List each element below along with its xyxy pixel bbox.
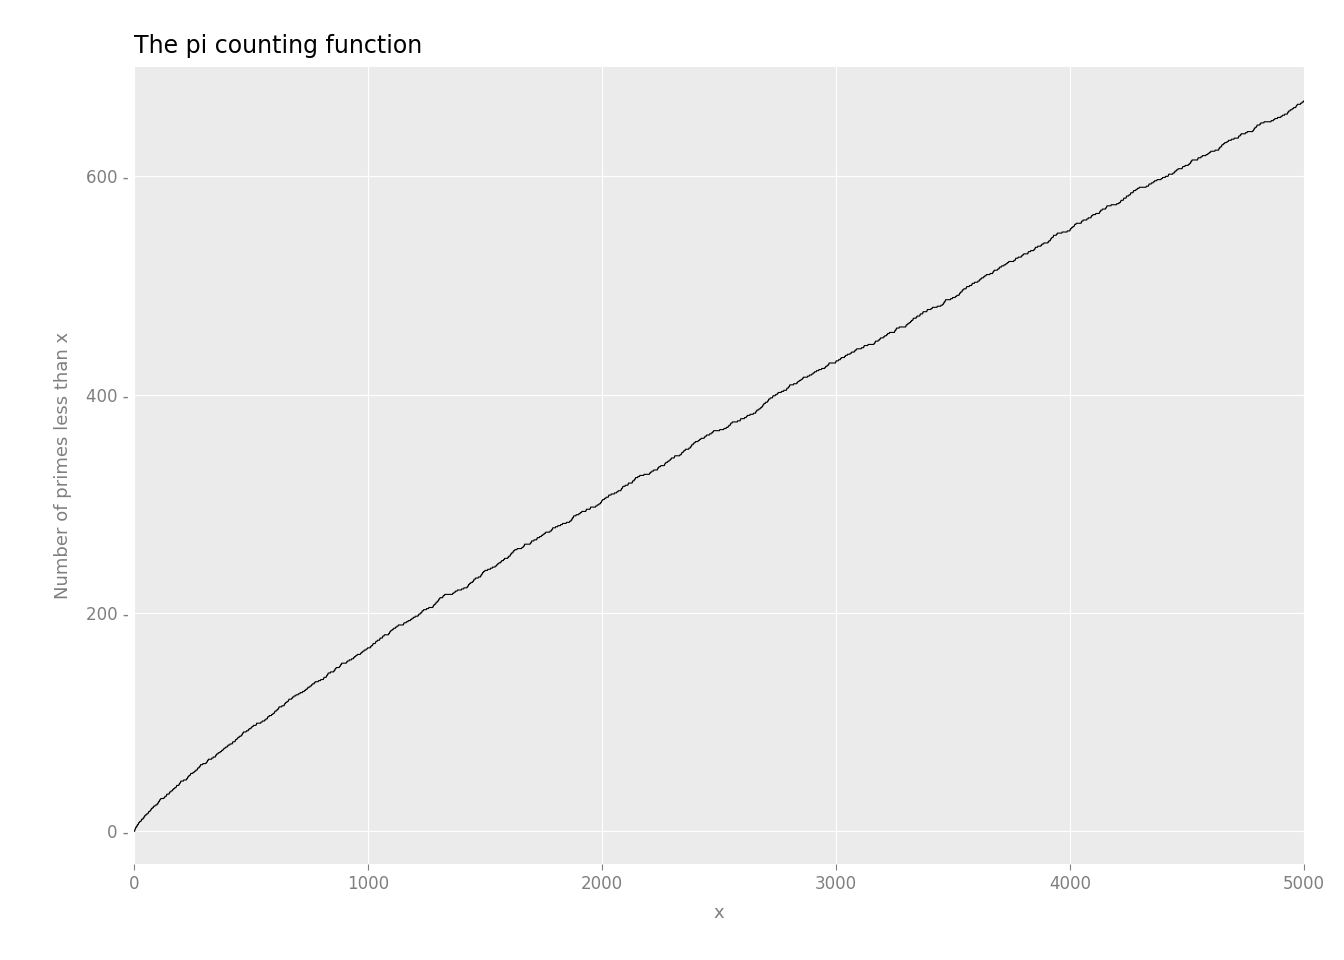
Text: The pi counting function: The pi counting function — [134, 35, 422, 59]
X-axis label: x: x — [714, 904, 724, 923]
Y-axis label: Number of primes less than x: Number of primes less than x — [54, 332, 73, 599]
